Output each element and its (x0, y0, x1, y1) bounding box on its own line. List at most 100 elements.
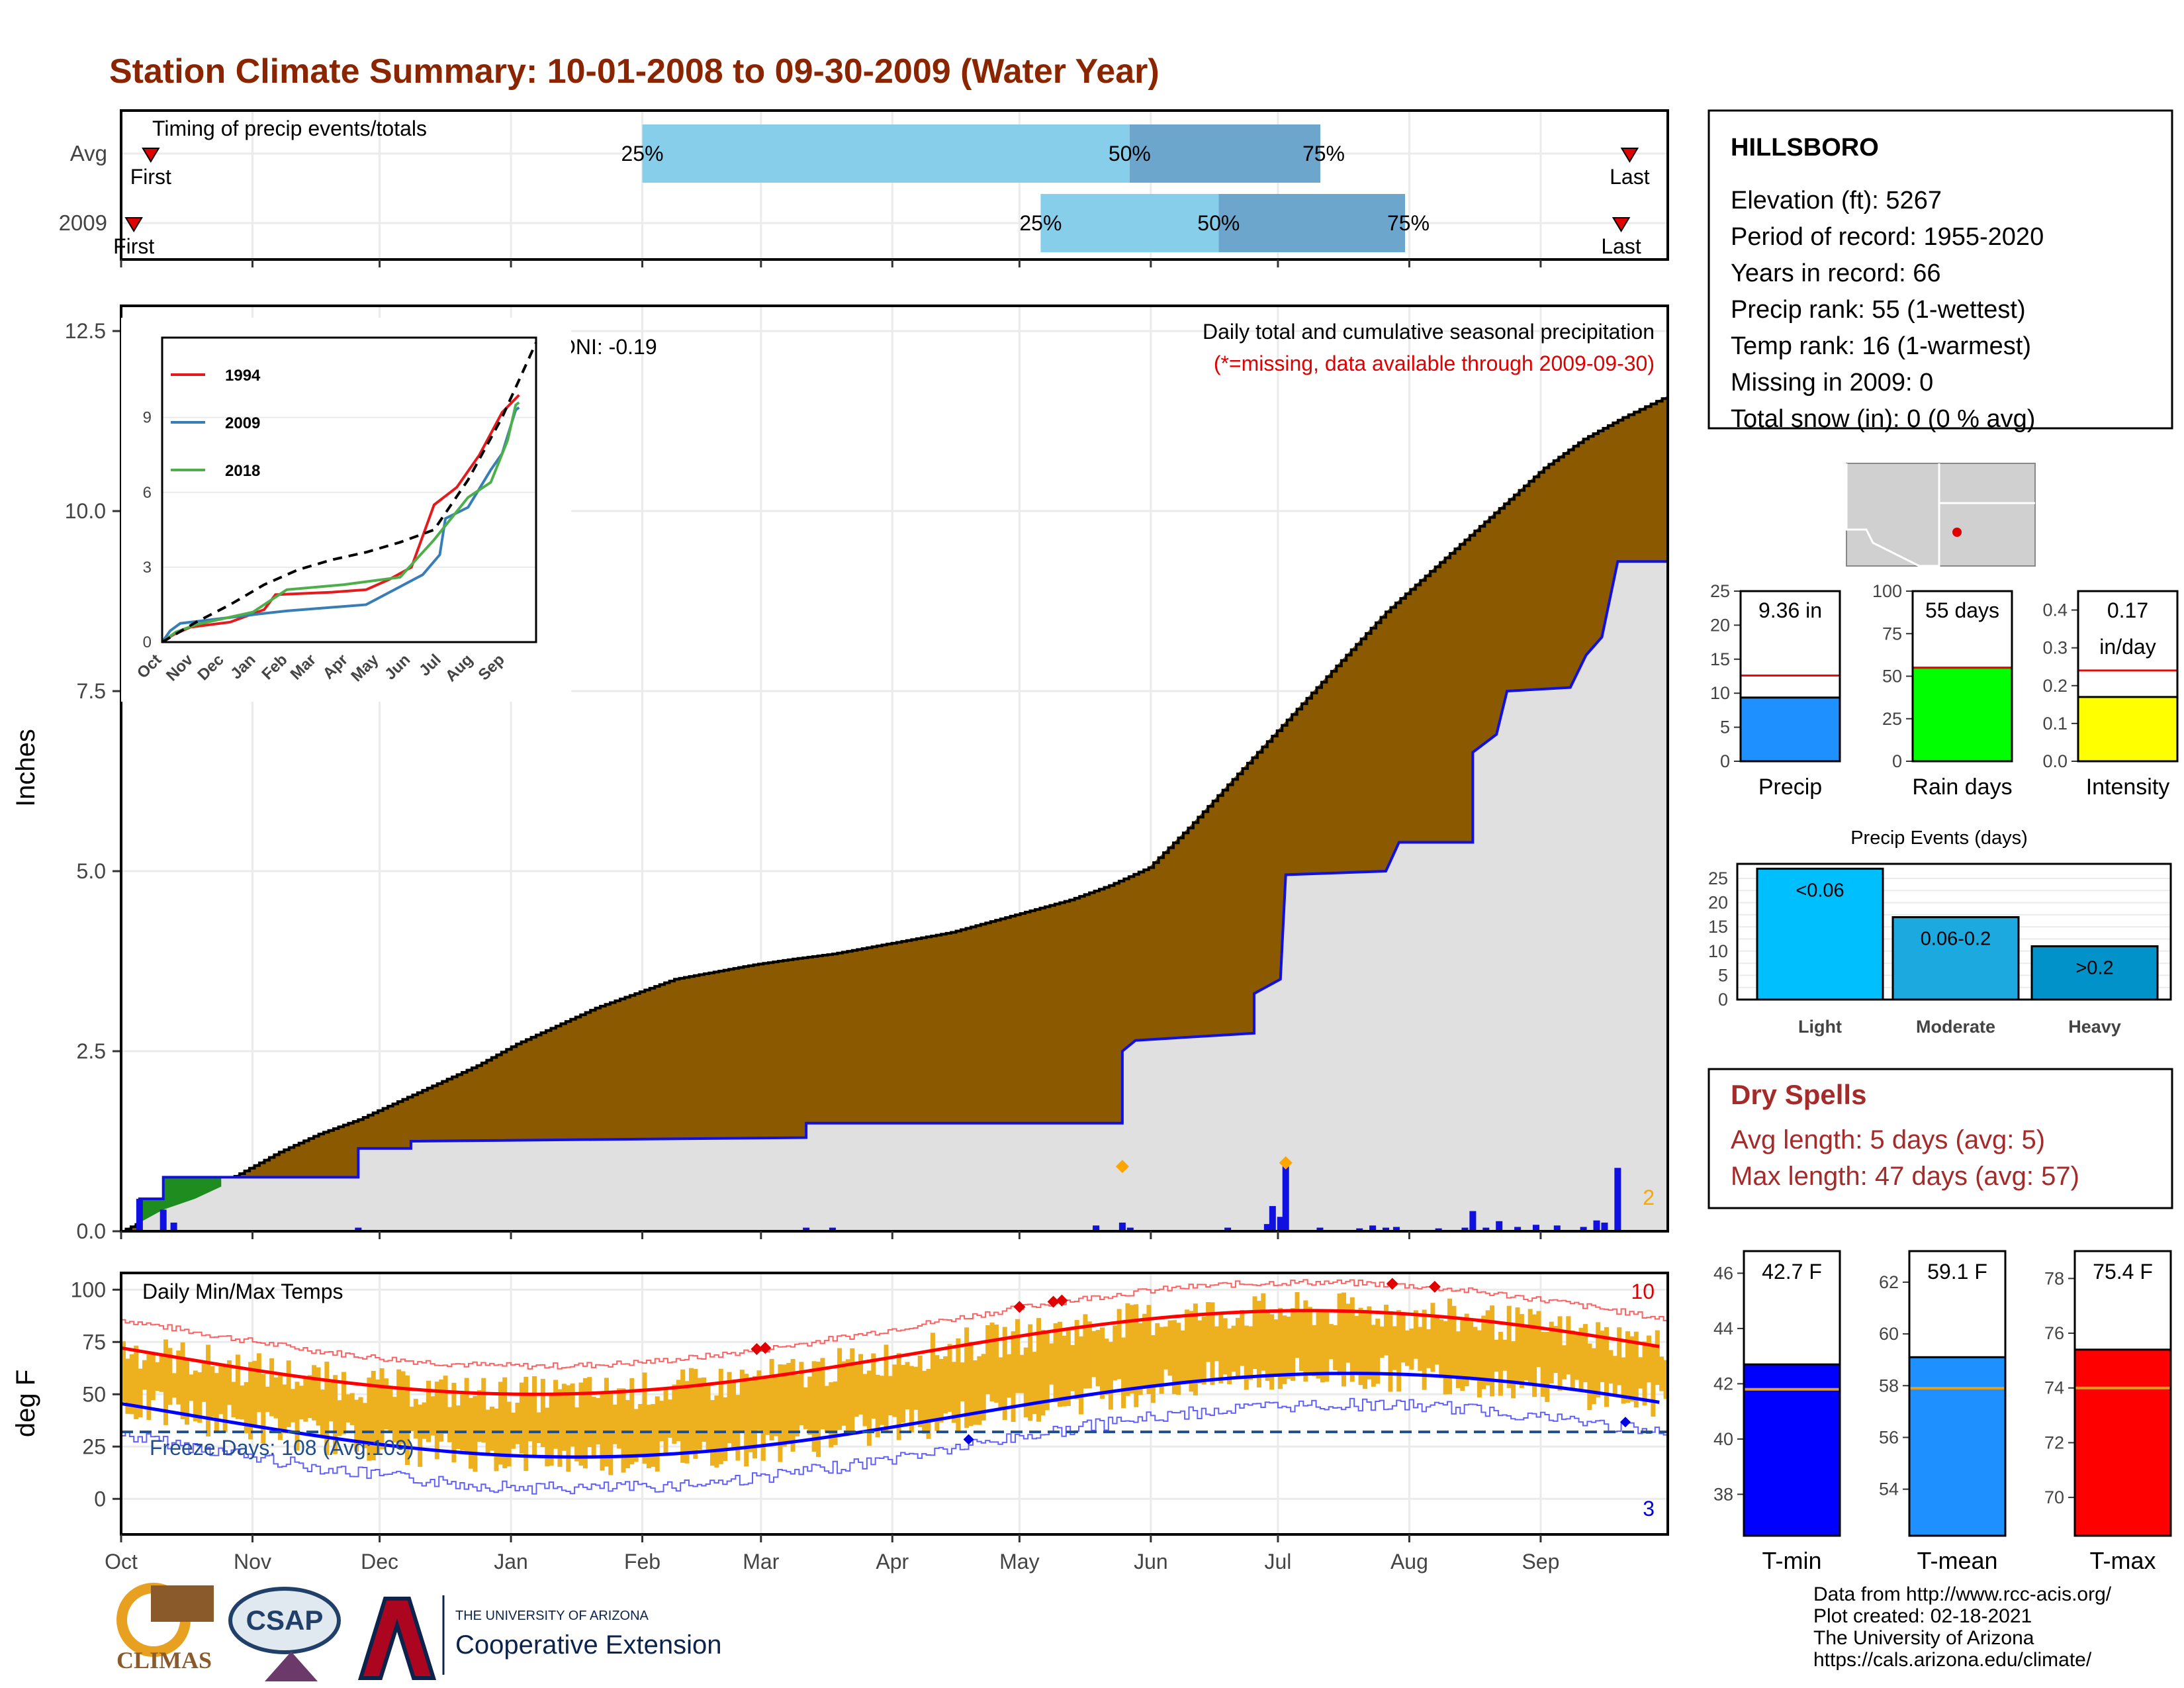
daily-temp-bar (345, 1394, 351, 1423)
mini-bar-value (1739, 696, 1841, 763)
mini-bar-ytick-label: 25 (1882, 709, 1902, 729)
events-ytick-label: 25 (1708, 868, 1728, 888)
precip-ytick-label: 7.5 (77, 679, 106, 703)
daily-temp-bar (295, 1382, 300, 1451)
daily-temp-bar (1312, 1325, 1317, 1376)
daily-temp-bar (443, 1376, 448, 1434)
temp-xtick-label: Oct (105, 1550, 138, 1573)
record-high-marker (759, 1342, 772, 1354)
temp-ytick-label: 75 (82, 1330, 106, 1354)
daily-temp-bar (892, 1364, 897, 1417)
daily-temp-bar (1011, 1331, 1016, 1422)
daily-temp-bar (591, 1397, 596, 1456)
daily-temp-bar (527, 1395, 533, 1442)
timing-border (120, 109, 1669, 261)
daily-precip-bar (1482, 1227, 1490, 1231)
daily-temp-bar (540, 1378, 545, 1447)
daily-temp-bar (778, 1364, 783, 1462)
daily-temp-bar (709, 1399, 715, 1466)
daily-temp-bar (1651, 1346, 1656, 1417)
mini-bar-ytick-label: 100 (1872, 581, 1902, 601)
daily-temp-bar (858, 1354, 864, 1415)
daily-temp-bar (1540, 1332, 1545, 1397)
timing-first-label: First (113, 234, 154, 258)
mini-bar-ytick-label: 0 (1720, 751, 1730, 771)
daily-temp-bar (723, 1397, 728, 1462)
daily-temp-bar (138, 1368, 143, 1418)
mini-bar-category: Rain days (1912, 774, 2012, 800)
daily-temp-bar (1430, 1303, 1435, 1372)
csap-logo-text: CSAP (246, 1605, 324, 1636)
daily-temp-bar (439, 1380, 444, 1442)
daily-temp-bar (371, 1370, 376, 1461)
daily-temp-bar (629, 1378, 635, 1465)
daily-temp-bar (1659, 1356, 1664, 1391)
daily-temp-bar (388, 1385, 393, 1432)
timing-label: Timing of precip events/totals (152, 117, 427, 140)
daily-precip-bar (1496, 1221, 1503, 1231)
daily-temp-bar (1040, 1329, 1046, 1416)
daily-temp-bar (1426, 1329, 1432, 1368)
daily-precip-bar (1093, 1225, 1100, 1231)
temp-bar-ytick-label: 46 (1713, 1263, 1733, 1283)
daily-temp-bar (625, 1399, 630, 1469)
daily-temp-bar (532, 1376, 537, 1458)
daily-temp-bar (502, 1377, 508, 1469)
mini-bar-ytick-label: 0.4 (2042, 600, 2068, 620)
daily-temp-bar (248, 1362, 253, 1440)
daily-temp-bar (998, 1357, 1003, 1410)
daily-temp-bar (909, 1366, 914, 1433)
precip-ytick-label: 10.0 (65, 499, 106, 523)
temp-bar-value (2073, 1348, 2172, 1537)
daily-temp-bar (566, 1385, 571, 1472)
daily-temp-bar (1367, 1306, 1372, 1380)
daily-temp-bar (240, 1385, 245, 1420)
daily-temp-bar (523, 1376, 529, 1472)
daily-temp-bar (1116, 1309, 1122, 1380)
daily-temp-bar (697, 1378, 702, 1450)
temp-ylabel: deg F (11, 1370, 40, 1437)
daily-temp-bar (1337, 1293, 1342, 1376)
temp-bar-border (1908, 1250, 2007, 1537)
daily-temp-bar (760, 1378, 766, 1461)
daily-precip-bar (803, 1227, 810, 1231)
daily-temp-bar (167, 1348, 173, 1405)
daily-temp-bar (964, 1327, 970, 1429)
daily-temp-bar (985, 1325, 991, 1395)
daily-temp-bar (333, 1375, 338, 1454)
daily-temp-bar (1349, 1297, 1355, 1382)
daily-temp-bar (960, 1362, 965, 1402)
daily-temp-bar (1227, 1328, 1232, 1385)
daily-temp-bar (1498, 1331, 1503, 1396)
daily-temp-bar (642, 1372, 647, 1464)
daily-temp-bar (557, 1389, 563, 1467)
daily-temp-bar (1646, 1335, 1651, 1383)
timing-p25-label: 25% (621, 142, 664, 165)
daily-temp-bar (795, 1374, 800, 1436)
station-info-line: Precip rank: 55 (1-wettest) (1731, 296, 2026, 324)
timing-first-marker (142, 148, 160, 163)
timing-last-marker (1612, 217, 1631, 232)
daily-temp-bar (1629, 1336, 1635, 1402)
daily-temp-bar (1524, 1325, 1529, 1381)
daily-temp-bar (244, 1382, 249, 1434)
daily-temp-bar (1058, 1321, 1063, 1407)
mini-bar-unit-label: in/day (2099, 635, 2156, 659)
temp-label: Daily Min/Max Temps (142, 1280, 343, 1303)
daily-temp-bar (277, 1375, 283, 1440)
daily-temp-bar (1146, 1305, 1152, 1394)
daily-temp-bar (1091, 1331, 1097, 1378)
daily-temp-bar (1591, 1348, 1596, 1405)
daily-temp-bar (1532, 1314, 1537, 1397)
daily-temp-bar (1074, 1320, 1079, 1399)
daily-temp-bar (1455, 1331, 1461, 1388)
daily-precip-bar (1282, 1166, 1289, 1231)
climas-logo-text: CLIMAS (116, 1647, 212, 1673)
record-max-line (121, 1279, 1668, 1370)
temp-bar-ytick-label: 44 (1713, 1319, 1733, 1338)
daily-temp-bar (1138, 1323, 1143, 1395)
daily-temp-bar (803, 1387, 808, 1429)
daily-temp-bar (1490, 1305, 1495, 1397)
daily-temp-bar (273, 1377, 279, 1419)
daily-temp-bar (1439, 1319, 1444, 1378)
